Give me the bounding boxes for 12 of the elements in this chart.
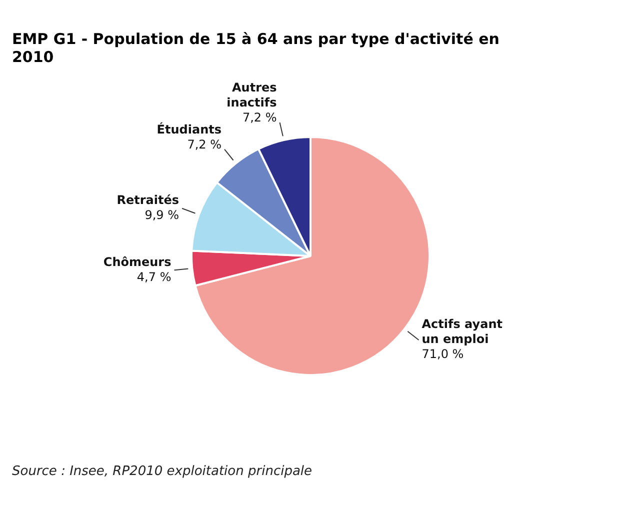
- chart-title: EMP G1 - Population de 15 à 64 ans par type d'activité en 2010: [12, 30, 500, 66]
- data-label: 71,0 %: [422, 347, 464, 362]
- slice-label: Autres inactifs: [226, 80, 277, 110]
- data-label: 9,9 %: [144, 208, 180, 222]
- data-label: 7,2 %: [187, 137, 222, 152]
- source-note: Source : Insee, RP2010 exploitation principale: [12, 464, 314, 479]
- data-label: 7,2 %: [242, 110, 277, 125]
- slice-label: Chômeurs: [103, 254, 172, 269]
- slice-label: Retraités: [116, 193, 180, 208]
- slice-label: Étudiants: [156, 121, 222, 136]
- slice-label: Actifs ayant un emploi: [422, 317, 503, 346]
- data-label: 4,7 %: [136, 270, 172, 284]
